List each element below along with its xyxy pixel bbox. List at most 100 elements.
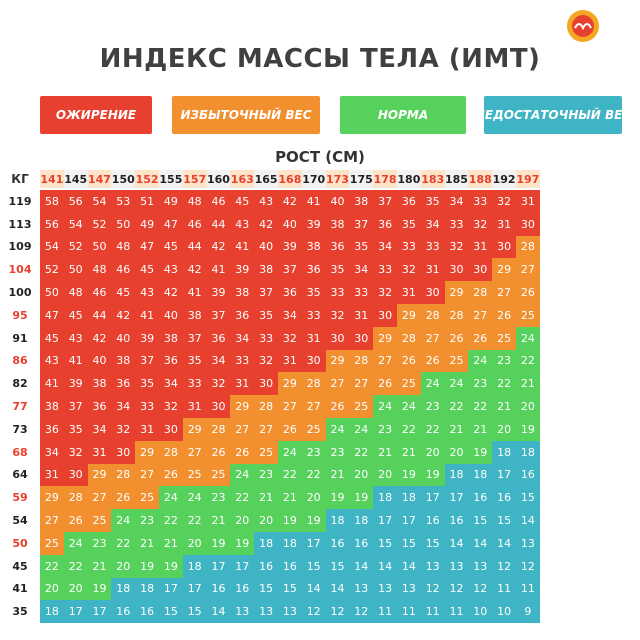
- bmi-cell: 25: [135, 486, 159, 510]
- weight-tick-label: 91: [12, 331, 28, 345]
- bmi-cell: 36: [40, 418, 64, 441]
- bmi-cell: 37: [278, 258, 302, 282]
- bmi-cell: 54: [40, 235, 64, 259]
- bmi-cell: 46: [111, 258, 136, 282]
- bmi-cell: 37: [63, 395, 88, 418]
- bmi-cell: 19: [159, 554, 183, 578]
- legend-underweight: НЕДОСТАТОЧНЫЙ ВЕС: [475, 96, 631, 134]
- bmi-cell: 40: [111, 326, 136, 350]
- bmi-cell: 22: [111, 532, 136, 555]
- bmi-cell: 50: [40, 281, 64, 304]
- bmi-cell: 16: [325, 532, 350, 555]
- bmi-cell: 14: [468, 532, 493, 555]
- bmi-cell: 19: [230, 532, 255, 555]
- bmi-cell: 29: [40, 486, 64, 510]
- bmi-cell: 13: [397, 577, 421, 601]
- bmi-cell: 45: [135, 258, 159, 282]
- bmi-cell: 34: [444, 190, 469, 213]
- bmi-cell: 21: [516, 372, 540, 396]
- bmi-cell: 16: [278, 554, 302, 578]
- bmi-cell: 25: [301, 418, 326, 441]
- bmi-cell: 21: [135, 532, 159, 555]
- bmi-cell: 38: [254, 258, 278, 282]
- bmi-cell: 19: [468, 440, 493, 464]
- bmi-cell: 48: [111, 235, 136, 259]
- height-tick-label: 173: [325, 170, 350, 188]
- bmi-cell: 28: [254, 395, 278, 418]
- bmi-cell: 35: [397, 212, 421, 236]
- bmi-cell: 24: [444, 372, 469, 396]
- bmi-cell: 34: [206, 349, 231, 373]
- bmi-cell: 25: [492, 326, 516, 350]
- bmi-cell: 33: [444, 212, 469, 236]
- bmi-cell: 39: [230, 258, 255, 282]
- bmi-cell: 29: [444, 281, 469, 304]
- bmi-cell: 56: [40, 212, 64, 236]
- bmi-cell: 42: [111, 304, 136, 327]
- bmi-cell: 28: [111, 463, 136, 487]
- bmi-cell: 33: [135, 395, 159, 418]
- bmi-cell: 12: [444, 577, 469, 601]
- bmi-cell: 34: [40, 440, 64, 464]
- bmi-cell: 28: [63, 486, 88, 510]
- bmi-cell: 24: [349, 418, 374, 441]
- bmi-cell: 36: [301, 258, 326, 282]
- bmi-cell: 42: [278, 190, 302, 213]
- bmi-cell: 22: [230, 486, 255, 510]
- bmi-cell: 19: [135, 554, 159, 578]
- height-tick-label: 197: [516, 170, 540, 188]
- bmi-cell: 27: [40, 509, 64, 532]
- bmi-cell: 15: [397, 532, 421, 555]
- weight-tick-label: 77: [12, 400, 28, 414]
- bmi-cell: 26: [468, 326, 493, 350]
- bmi-cell: 48: [87, 258, 112, 282]
- bmi-cell: 34: [349, 258, 374, 282]
- bmi-cell: 30: [159, 418, 183, 441]
- height-tick-label: 150: [111, 170, 136, 188]
- bmi-cell: 52: [40, 258, 64, 282]
- bmi-cell: 21: [397, 440, 421, 464]
- bmi-cell: 26: [111, 486, 136, 510]
- bmi-cell: 30: [373, 304, 397, 327]
- bmi-cell: 25: [206, 463, 231, 487]
- bmi-cell: 20: [373, 463, 397, 487]
- bmi-cell: 34: [159, 372, 183, 396]
- bmi-cell: 34: [420, 212, 445, 236]
- bmi-cell: 25: [40, 532, 64, 555]
- bmi-cell: 34: [111, 395, 136, 418]
- bmi-cell: 36: [325, 235, 350, 259]
- bmi-cell: 18: [397, 486, 421, 510]
- bmi-cell: 14: [492, 532, 516, 555]
- bmi-cell: 45: [63, 304, 88, 327]
- bmi-cell: 13: [230, 600, 255, 624]
- bmi-cell: 18: [278, 532, 302, 555]
- legend-obesity: ОЖИРЕНИЕ: [40, 96, 152, 134]
- bmi-cell: 35: [254, 304, 278, 327]
- bmi-cell: 29: [397, 304, 421, 327]
- bmi-cell: 47: [40, 304, 64, 327]
- bmi-cell: 16: [420, 509, 445, 532]
- bmi-cell: 27: [492, 281, 516, 304]
- bmi-cell: 17: [397, 509, 421, 532]
- bmi-cell: 13: [444, 554, 469, 578]
- bmi-cell: 41: [135, 304, 159, 327]
- bmi-cell: 37: [182, 326, 207, 350]
- legend-normal: НОРМА: [340, 96, 466, 134]
- height-tick-label: 168: [278, 170, 302, 188]
- bmi-cell: 16: [230, 577, 255, 601]
- bmi-cell: 17: [492, 463, 516, 487]
- bmi-cell: 30: [301, 349, 326, 373]
- bmi-cell: 31: [349, 304, 374, 327]
- bmi-cell: 16: [135, 600, 159, 624]
- bmi-cell: 28: [516, 235, 540, 259]
- bmi-cell: 31: [182, 395, 207, 418]
- bmi-cell: 23: [420, 395, 445, 418]
- bmi-cell: 25: [397, 372, 421, 396]
- height-tick-label: 141: [40, 170, 64, 188]
- bmi-cell: 32: [492, 190, 516, 213]
- bmi-cell: 17: [420, 486, 445, 510]
- bmi-cell: 25: [182, 463, 207, 487]
- bmi-cell: 30: [420, 281, 445, 304]
- bmi-cell: 34: [230, 326, 255, 350]
- bmi-cell: 33: [373, 258, 397, 282]
